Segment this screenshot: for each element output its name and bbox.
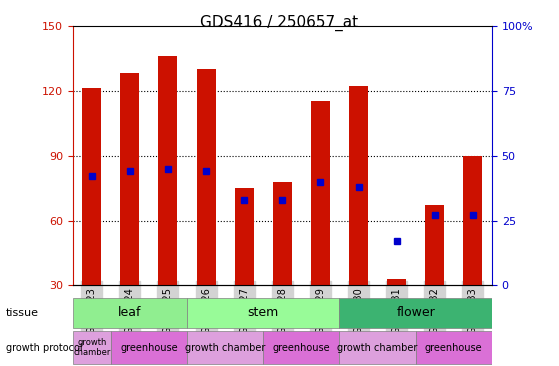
FancyBboxPatch shape: [73, 331, 111, 364]
Bar: [349, 86, 368, 285]
FancyBboxPatch shape: [187, 331, 263, 364]
Bar: [273, 182, 292, 285]
Text: tissue: tissue: [6, 308, 39, 318]
Bar: [425, 205, 444, 285]
FancyBboxPatch shape: [416, 331, 492, 364]
Bar: [311, 101, 330, 285]
Text: flower: flower: [396, 306, 435, 320]
Bar: [158, 56, 178, 285]
FancyBboxPatch shape: [111, 331, 187, 364]
Text: greenhouse: greenhouse: [120, 343, 178, 353]
FancyBboxPatch shape: [339, 298, 492, 328]
Text: growth protocol: growth protocol: [6, 343, 82, 353]
Bar: [387, 279, 406, 285]
Bar: [82, 89, 101, 285]
Text: greenhouse: greenhouse: [425, 343, 482, 353]
Bar: [197, 69, 216, 285]
FancyBboxPatch shape: [263, 331, 339, 364]
Text: growth
chamber: growth chamber: [73, 338, 111, 358]
Text: GDS416 / 250657_at: GDS416 / 250657_at: [201, 15, 358, 31]
FancyBboxPatch shape: [339, 331, 416, 364]
Text: leaf: leaf: [118, 306, 141, 320]
Bar: [463, 156, 482, 285]
FancyBboxPatch shape: [73, 298, 187, 328]
Text: stem: stem: [248, 306, 279, 320]
Bar: [120, 73, 139, 285]
Text: growth chamber: growth chamber: [185, 343, 266, 353]
Text: greenhouse: greenhouse: [273, 343, 330, 353]
Text: growth chamber: growth chamber: [338, 343, 418, 353]
Bar: [235, 188, 254, 285]
FancyBboxPatch shape: [187, 298, 339, 328]
